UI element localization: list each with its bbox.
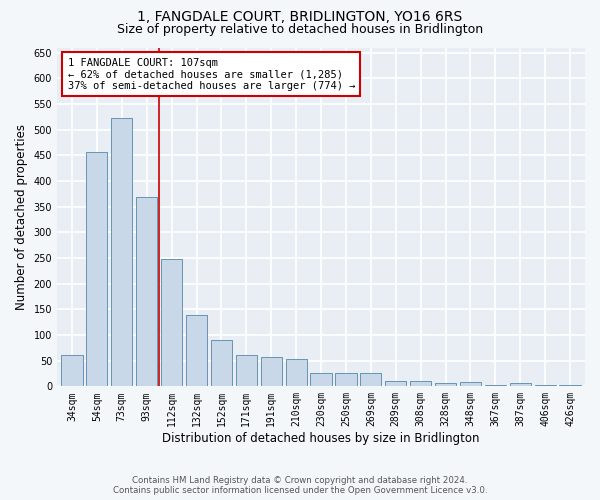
Bar bbox=[435, 384, 456, 386]
Bar bbox=[86, 152, 107, 386]
Bar bbox=[161, 259, 182, 386]
Bar bbox=[286, 359, 307, 386]
Bar bbox=[236, 354, 257, 386]
Bar bbox=[260, 357, 282, 386]
Bar bbox=[335, 373, 356, 386]
Bar bbox=[385, 380, 406, 386]
Bar bbox=[61, 354, 83, 386]
Bar bbox=[186, 316, 207, 386]
Text: 1, FANGDALE COURT, BRIDLINGTON, YO16 6RS: 1, FANGDALE COURT, BRIDLINGTON, YO16 6RS bbox=[137, 10, 463, 24]
Text: 1 FANGDALE COURT: 107sqm
← 62% of detached houses are smaller (1,285)
37% of sem: 1 FANGDALE COURT: 107sqm ← 62% of detach… bbox=[68, 58, 355, 91]
Text: Contains HM Land Registry data © Crown copyright and database right 2024.
Contai: Contains HM Land Registry data © Crown c… bbox=[113, 476, 487, 495]
Bar bbox=[360, 373, 382, 386]
Bar bbox=[559, 385, 581, 386]
Y-axis label: Number of detached properties: Number of detached properties bbox=[15, 124, 28, 310]
Text: Size of property relative to detached houses in Bridlington: Size of property relative to detached ho… bbox=[117, 22, 483, 36]
Bar bbox=[111, 118, 133, 386]
Bar bbox=[410, 380, 431, 386]
Bar bbox=[460, 382, 481, 386]
Bar bbox=[136, 198, 157, 386]
Bar bbox=[509, 384, 531, 386]
Bar bbox=[310, 373, 332, 386]
Bar bbox=[211, 340, 232, 386]
Bar bbox=[535, 385, 556, 386]
Bar bbox=[485, 385, 506, 386]
X-axis label: Distribution of detached houses by size in Bridlington: Distribution of detached houses by size … bbox=[162, 432, 480, 445]
